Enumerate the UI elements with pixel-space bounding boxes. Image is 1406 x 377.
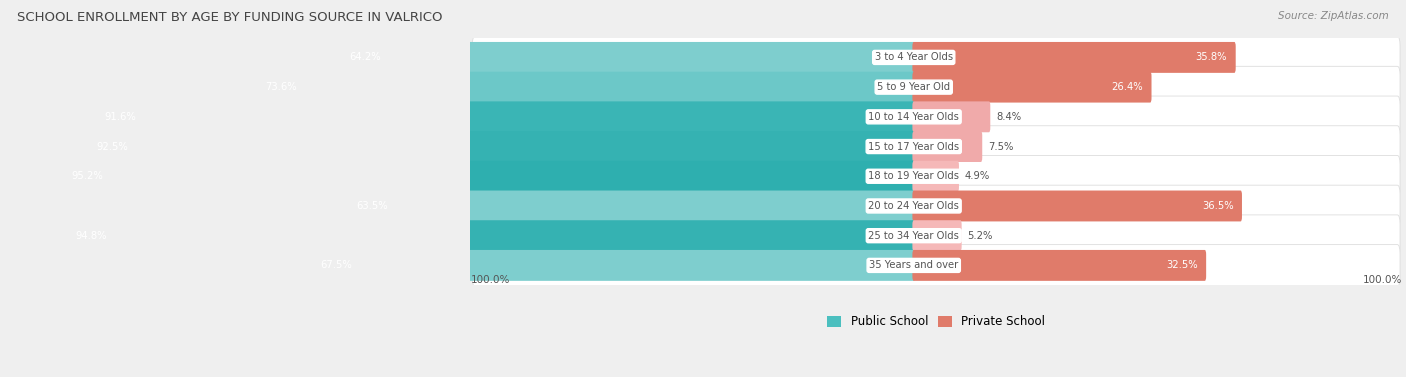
Text: 10 to 14 Year Olds: 10 to 14 Year Olds [869, 112, 959, 122]
FancyBboxPatch shape [912, 72, 1152, 103]
Text: 35.8%: 35.8% [1195, 52, 1227, 63]
Text: 8.4%: 8.4% [995, 112, 1021, 122]
FancyBboxPatch shape [912, 101, 990, 132]
Text: 94.8%: 94.8% [76, 231, 107, 241]
FancyBboxPatch shape [343, 190, 915, 221]
Text: 67.5%: 67.5% [321, 261, 352, 270]
Text: 18 to 19 Year Olds: 18 to 19 Year Olds [869, 171, 959, 181]
Text: 100.0%: 100.0% [1362, 275, 1402, 285]
FancyBboxPatch shape [472, 126, 1400, 167]
FancyBboxPatch shape [472, 96, 1400, 138]
Text: 25 to 34 Year Olds: 25 to 34 Year Olds [869, 231, 959, 241]
Text: SCHOOL ENROLLMENT BY AGE BY FUNDING SOURCE IN VALRICO: SCHOOL ENROLLMENT BY AGE BY FUNDING SOUR… [17, 11, 443, 24]
FancyBboxPatch shape [912, 131, 983, 162]
FancyBboxPatch shape [912, 220, 962, 251]
FancyBboxPatch shape [912, 42, 1236, 73]
FancyBboxPatch shape [84, 131, 915, 162]
FancyBboxPatch shape [253, 72, 915, 103]
FancyBboxPatch shape [472, 245, 1400, 286]
Text: 26.4%: 26.4% [1111, 82, 1143, 92]
FancyBboxPatch shape [912, 250, 1206, 281]
FancyBboxPatch shape [472, 155, 1400, 197]
FancyBboxPatch shape [63, 220, 915, 251]
Text: 92.5%: 92.5% [96, 141, 128, 152]
Text: 95.2%: 95.2% [72, 171, 104, 181]
Text: Source: ZipAtlas.com: Source: ZipAtlas.com [1278, 11, 1389, 21]
FancyBboxPatch shape [472, 66, 1400, 108]
Text: 5.2%: 5.2% [967, 231, 993, 241]
Legend: Public School, Private School: Public School, Private School [823, 311, 1050, 333]
Text: 5 to 9 Year Old: 5 to 9 Year Old [877, 82, 950, 92]
Text: 7.5%: 7.5% [988, 141, 1014, 152]
Text: 3 to 4 Year Olds: 3 to 4 Year Olds [875, 52, 953, 63]
Text: 73.6%: 73.6% [266, 82, 297, 92]
FancyBboxPatch shape [472, 37, 1400, 78]
FancyBboxPatch shape [912, 161, 959, 192]
Text: 100.0%: 100.0% [471, 275, 510, 285]
Text: 63.5%: 63.5% [356, 201, 388, 211]
Text: 20 to 24 Year Olds: 20 to 24 Year Olds [869, 201, 959, 211]
FancyBboxPatch shape [337, 42, 915, 73]
Text: 36.5%: 36.5% [1202, 201, 1233, 211]
Text: 64.2%: 64.2% [350, 52, 381, 63]
Text: 91.6%: 91.6% [104, 112, 136, 122]
Text: 35 Years and over: 35 Years and over [869, 261, 959, 270]
FancyBboxPatch shape [472, 215, 1400, 256]
Text: 32.5%: 32.5% [1166, 261, 1198, 270]
FancyBboxPatch shape [472, 185, 1400, 227]
FancyBboxPatch shape [60, 161, 915, 192]
FancyBboxPatch shape [308, 250, 915, 281]
FancyBboxPatch shape [912, 190, 1241, 221]
FancyBboxPatch shape [91, 101, 915, 132]
Text: 15 to 17 Year Olds: 15 to 17 Year Olds [868, 141, 959, 152]
Text: 4.9%: 4.9% [965, 171, 990, 181]
